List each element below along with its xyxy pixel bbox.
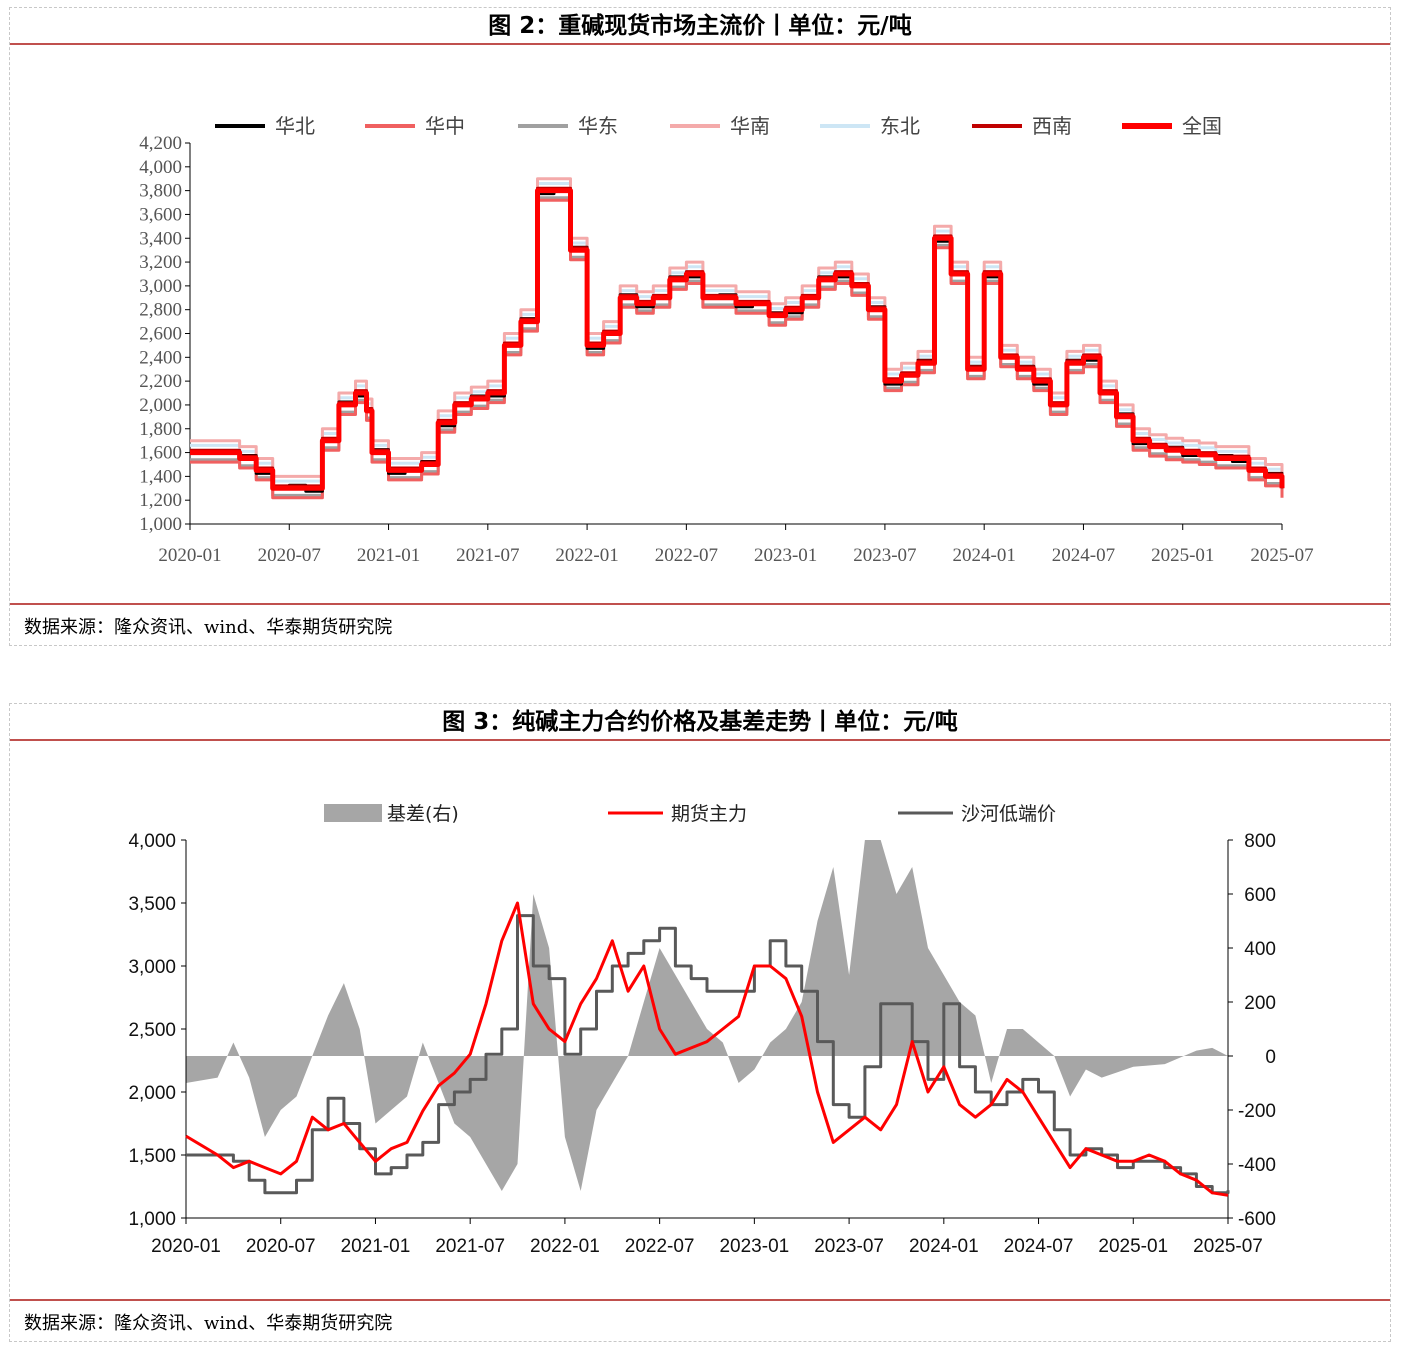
series-line-西南	[190, 186, 1284, 488]
source-rule	[10, 1299, 1390, 1301]
x-tick-label: 2024-01	[953, 545, 1016, 566]
x-tick-label: 2022-01	[530, 1236, 600, 1257]
y-tick-label: 3,600	[139, 204, 182, 225]
y-tick-label: 2,600	[139, 324, 182, 345]
x-tick-label: 2020-07	[246, 1236, 316, 1257]
x-tick-label: 2023-01	[719, 1236, 789, 1257]
y2-tick-label: -200	[1238, 1101, 1276, 1122]
x-tick-label: 2023-07	[853, 545, 916, 566]
title-rule	[10, 739, 1390, 741]
y-tick-label: 2,800	[139, 300, 182, 321]
legend-label: 基差(右)	[387, 803, 459, 825]
y-tick-label: 1,500	[128, 1146, 176, 1167]
series-line-华北	[190, 189, 1284, 493]
legend-item: 华南	[670, 114, 770, 138]
chart-title: 图 3：纯碱主力合约价格及基差走势丨单位：元/吨	[442, 709, 958, 735]
x-tick-label: 2020-07	[258, 545, 321, 566]
legend-item: 华北	[215, 114, 315, 138]
y-tick-label: 1,400	[139, 466, 182, 487]
legend-label: 东北	[880, 114, 920, 138]
series-line-全国	[190, 188, 1285, 491]
x-tick-label: 2021-01	[357, 545, 420, 566]
y-tick-label: 4,200	[139, 133, 182, 154]
y-tick-label: 2,000	[128, 1083, 176, 1104]
y-tick-label: 2,000	[139, 395, 182, 416]
x-tick-label: 2024-01	[909, 1236, 979, 1257]
y-tick-label: 3,400	[139, 228, 182, 249]
y-tick-label: 1,000	[128, 1209, 176, 1230]
series-line-华南	[190, 177, 1284, 478]
y-tick-label: 4,000	[128, 831, 176, 852]
legend-item: 东北	[820, 114, 920, 138]
y2-tick-label: 400	[1244, 939, 1276, 960]
x-tick-label: 2022-01	[555, 545, 618, 566]
y-tick-label: 1,000	[139, 514, 182, 535]
legend-label: 期货主力	[671, 803, 747, 825]
y-tick-label: 2,500	[128, 1020, 176, 1041]
y-tick-label: 1,200	[139, 490, 182, 511]
x-tick-label: 2020-01	[158, 545, 221, 566]
y-tick-label: 3,500	[128, 894, 176, 915]
y2-tick-label: -400	[1238, 1155, 1276, 1176]
legend-label: 西南	[1032, 114, 1072, 138]
source-note: 数据来源：隆众资讯、wind、华泰期货研究院	[24, 617, 393, 638]
legend-item: 全国	[1122, 114, 1222, 138]
x-tick-label: 2024-07	[1052, 545, 1115, 566]
legend-label: 华北	[275, 114, 315, 138]
series-line-华中	[190, 198, 1284, 500]
x-tick-label: 2025-07	[1250, 545, 1313, 566]
legend-label: 华东	[578, 114, 618, 138]
x-tick-label: 2020-01	[151, 1236, 221, 1257]
series-area-basis	[186, 840, 1228, 1191]
title-rule	[10, 43, 1390, 45]
x-tick-label: 2024-07	[1004, 1236, 1074, 1257]
y-tick-label: 3,000	[139, 276, 182, 297]
legend-label: 华中	[425, 114, 465, 138]
chart-panel-2: 图 3：纯碱主力合约价格及基差走势丨单位：元/吨 1,000 1,500 2,000…	[9, 703, 1391, 1342]
x-tick-label: 2023-01	[754, 545, 817, 566]
series-line-东北	[190, 182, 1284, 483]
legend-item: 期货主力	[608, 803, 747, 825]
x-tick-label: 2021-07	[456, 545, 519, 566]
x-tick-label: 2023-07	[814, 1236, 884, 1257]
y2-tick-label: -600	[1238, 1209, 1276, 1230]
y-tick-label: 4,000	[139, 157, 182, 178]
source-note: 数据来源：隆众资讯、wind、华泰期货研究院	[24, 1313, 393, 1334]
y2-tick-label: 200	[1244, 993, 1276, 1014]
chart-2-svg: 1,000 1,500 2,000 2,500 3,000 3,500 4,000 -600 -…	[128, 803, 1276, 1257]
legend-item: 基差(右)	[324, 803, 459, 825]
x-tick-label: 2025-01	[1151, 545, 1214, 566]
y-tick-label: 2,200	[139, 371, 182, 392]
x-tick-label: 2021-01	[341, 1236, 411, 1257]
series-line-沙河低端价	[186, 914, 1230, 1195]
source-rule	[10, 603, 1390, 605]
legend-item: 华中	[365, 114, 465, 138]
y2-tick-label: 800	[1244, 831, 1276, 852]
y2-tick-label: 0	[1265, 1047, 1276, 1068]
series-line-华东	[190, 196, 1284, 497]
legend-item: 西南	[972, 114, 1072, 138]
legend-item: 华东	[518, 114, 618, 138]
y-tick-label: 3,200	[139, 252, 182, 273]
y-tick-label: 2,400	[139, 347, 182, 368]
x-tick-label: 2022-07	[625, 1236, 695, 1257]
x-tick-label: 2025-07	[1193, 1236, 1263, 1257]
x-tick-label: 2022-07	[655, 545, 718, 566]
y-tick-label: 3,800	[139, 181, 182, 202]
legend-item: 沙河低端价	[898, 803, 1056, 825]
y-tick-label: 1,800	[139, 419, 182, 440]
y-tick-label: 1,600	[139, 443, 182, 464]
legend-label: 华南	[730, 114, 770, 138]
legend-label: 全国	[1182, 114, 1222, 138]
legend-label: 沙河低端价	[961, 803, 1056, 825]
x-tick-label: 2021-07	[435, 1236, 505, 1257]
x-tick-label: 2025-01	[1098, 1236, 1168, 1257]
y-tick-label: 3,000	[128, 957, 176, 978]
y2-tick-label: 600	[1244, 885, 1276, 906]
chart-title: 图 2：重碱现货市场主流价丨单位：元/吨	[488, 13, 912, 39]
series-line-期货主力	[185, 901, 1229, 1197]
chart-panel-1: 图 2：重碱现货市场主流价丨单位：元/吨 1,000 1,200 1,400 1,60…	[9, 7, 1391, 646]
legend-swatch	[324, 804, 382, 822]
